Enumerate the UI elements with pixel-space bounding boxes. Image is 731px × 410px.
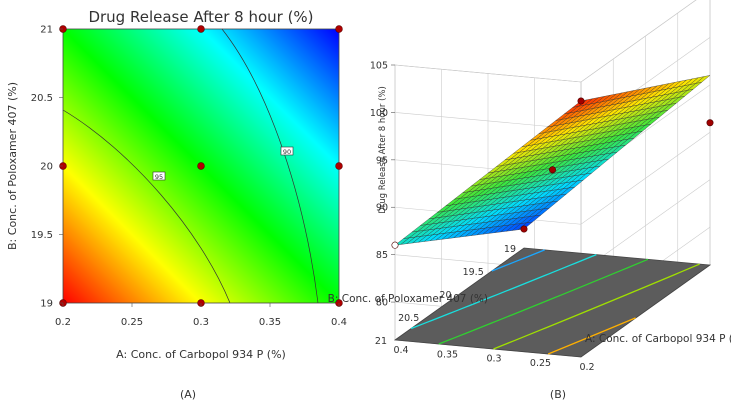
- x-tick-label: 0.2: [55, 317, 71, 328]
- floor-contour: [493, 263, 700, 350]
- y-tick-label: 19.5: [31, 230, 53, 241]
- x-tick-label: 0.4: [331, 317, 347, 328]
- surface-design-point: [548, 166, 556, 174]
- surface-mesh: [394, 75, 711, 246]
- design-point: [197, 162, 205, 170]
- y-tick-label: 19: [40, 299, 53, 310]
- x-tick-label: 0.3: [193, 317, 209, 328]
- surface-panel: 80 85 90 95 100 105 19 19.5 20 20.5 21 0.2 0.25 0.3…: [328, 0, 731, 401]
- surface-a-axis-label: A: Conc. of Carbopol 934 P (%): [585, 333, 731, 345]
- a-tick-label: 0.2: [579, 362, 594, 373]
- caption-a: (A): [180, 388, 196, 401]
- b-tick-label: 21: [375, 336, 387, 347]
- z-tick-label: 90: [376, 203, 388, 214]
- a-tick-label: 0.3: [486, 354, 501, 365]
- contour-label: 90: [283, 148, 291, 156]
- contour-label: 95: [155, 173, 163, 181]
- y-tick-label: 20: [40, 162, 53, 173]
- x-tick-label: 0.25: [121, 317, 143, 328]
- surface-design-point: [706, 119, 714, 127]
- floor-contour: [547, 317, 636, 355]
- floor-contour: [438, 258, 649, 345]
- a-tick-label: 0.4: [393, 345, 408, 356]
- contour-line-95: [62, 109, 231, 304]
- surface-design-points: [391, 97, 714, 249]
- design-point: [197, 25, 205, 33]
- design-point: [335, 162, 343, 170]
- x-tick-label: 0.35: [259, 317, 281, 328]
- a-tick-label: 0.25: [530, 358, 551, 369]
- floor-contour: [491, 249, 545, 272]
- surface-z-axis-label: Drug Release After 8 hour (%): [378, 86, 388, 214]
- surface-design-point: [577, 97, 585, 105]
- surface-z-ticks: 80 85 90 95 100 105: [370, 61, 395, 309]
- z-tick-label: 80: [376, 298, 388, 309]
- contour-panel: Drug Release After 8 hour (%) 95 90 0.2 0…: [6, 8, 347, 401]
- contour-x-axis-label: A: Conc. of Carbopol 934 P (%): [116, 348, 286, 361]
- surface-floor: [393, 247, 712, 358]
- z-tick-label: 105: [370, 61, 388, 72]
- y-tick-label: 20.5: [31, 93, 53, 104]
- caption-b: (B): [550, 388, 566, 401]
- surface-design-point: [520, 225, 528, 233]
- contour-y-ticks: 19 19.5 20 20.5 21: [31, 25, 63, 310]
- surface-b-ticks: 19 19.5 20 20.5 21: [375, 244, 516, 347]
- contour-label-box: [152, 171, 166, 181]
- contour-label-box: [280, 146, 294, 156]
- b-tick-label: 19.5: [463, 267, 484, 278]
- floor-contour: [410, 254, 597, 330]
- surface-b-axis-label: B: Conc. of Poloxamer 407 (%): [328, 293, 488, 305]
- b-tick-label: 19: [504, 244, 516, 255]
- y-tick-label: 21: [40, 25, 53, 36]
- contour-title: Drug Release After 8 hour (%): [88, 8, 313, 26]
- z-tick-label: 100: [370, 108, 388, 119]
- surface-a-ticks: 0.2 0.25 0.3 0.35 0.4: [393, 345, 594, 373]
- z-tick-label: 85: [376, 250, 388, 261]
- contour-y-axis-label: B: Conc. of Poloxamer 407 (%): [6, 82, 19, 250]
- z-tick-label: 95: [376, 155, 388, 166]
- a-tick-label: 0.35: [437, 349, 458, 360]
- b-tick-label: 20.5: [398, 313, 419, 324]
- surface-design-point: [391, 241, 399, 249]
- contour-x-ticks: 0.2 0.25 0.3 0.35 0.4: [55, 303, 347, 328]
- design-point: [335, 25, 343, 33]
- b-tick-label: 20: [439, 290, 451, 301]
